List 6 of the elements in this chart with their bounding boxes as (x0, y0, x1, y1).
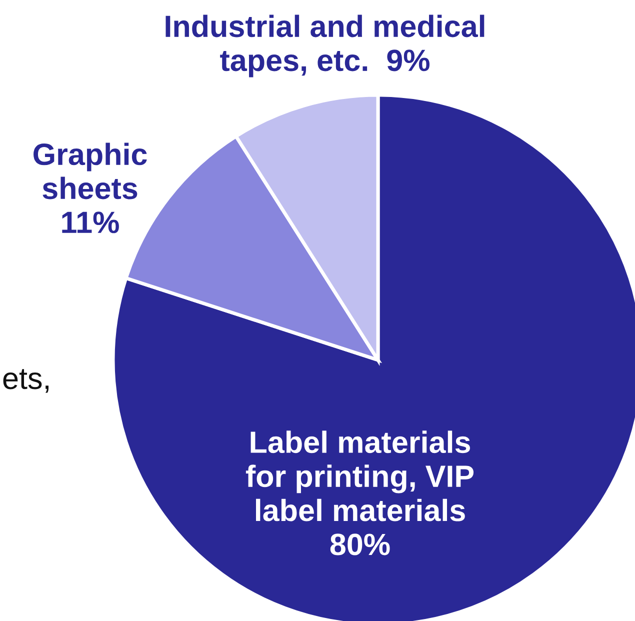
slice-label: Industrial and medical tapes, etc. 9% (166, 14, 484, 78)
slice-label: Label materials for printing, VIP label materials (246, 430, 474, 522)
data-label: 11% (62, 212, 119, 234)
data-label: 80% (330, 534, 390, 556)
text: ets, (3, 369, 49, 393)
slice-label: Graphic sheets (34, 142, 147, 200)
